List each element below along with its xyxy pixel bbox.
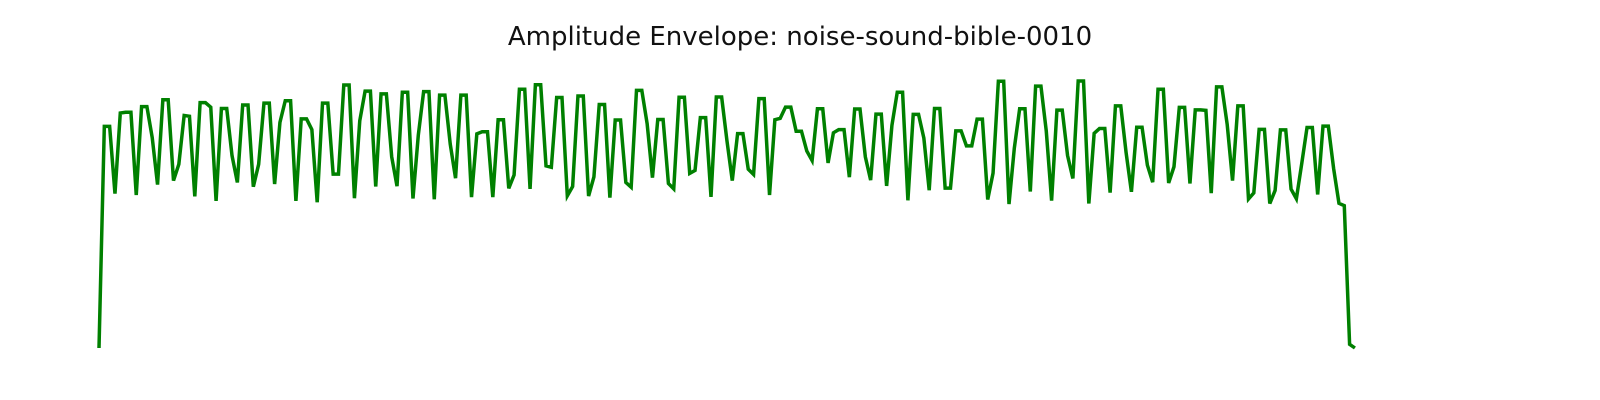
plot-area <box>97 79 1356 350</box>
envelope-line <box>97 79 1356 350</box>
chart-title: Amplitude Envelope: noise-sound-bible-00… <box>507 22 1093 52</box>
